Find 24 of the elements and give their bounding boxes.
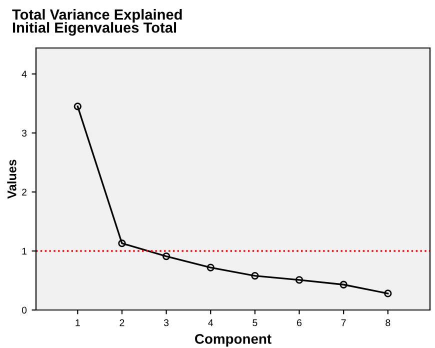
x-tick-label: 2 (120, 319, 124, 326)
point (74, 102, 82, 110)
y-tick-label: 0 (22, 306, 27, 314)
y-tick-label: 1 (22, 248, 26, 255)
point (206, 264, 214, 272)
x-tick-label: 7 (341, 319, 346, 326)
point (384, 290, 392, 298)
point (118, 240, 126, 248)
point (295, 276, 304, 284)
x-tick-label: 1 (76, 319, 80, 326)
x-tick-label: 4 (208, 319, 214, 326)
y-tick-label: 4 (22, 70, 27, 78)
x-axis-title: Component (195, 334, 272, 347)
x-tick-label: 6 (297, 319, 302, 326)
y-tick-label: 3 (22, 130, 27, 137)
point (340, 280, 348, 288)
point (162, 252, 170, 260)
chart-title: Total Variance Explained Initial Eigenvalues Total (12, 9, 182, 36)
point (251, 272, 259, 280)
y-tick-label: 2 (22, 188, 26, 196)
x-tick-label: 8 (386, 319, 390, 326)
y-axis-title: Values (7, 160, 16, 199)
x-tick-label: 3 (164, 319, 169, 326)
x-tick-label: 5 (252, 319, 258, 326)
